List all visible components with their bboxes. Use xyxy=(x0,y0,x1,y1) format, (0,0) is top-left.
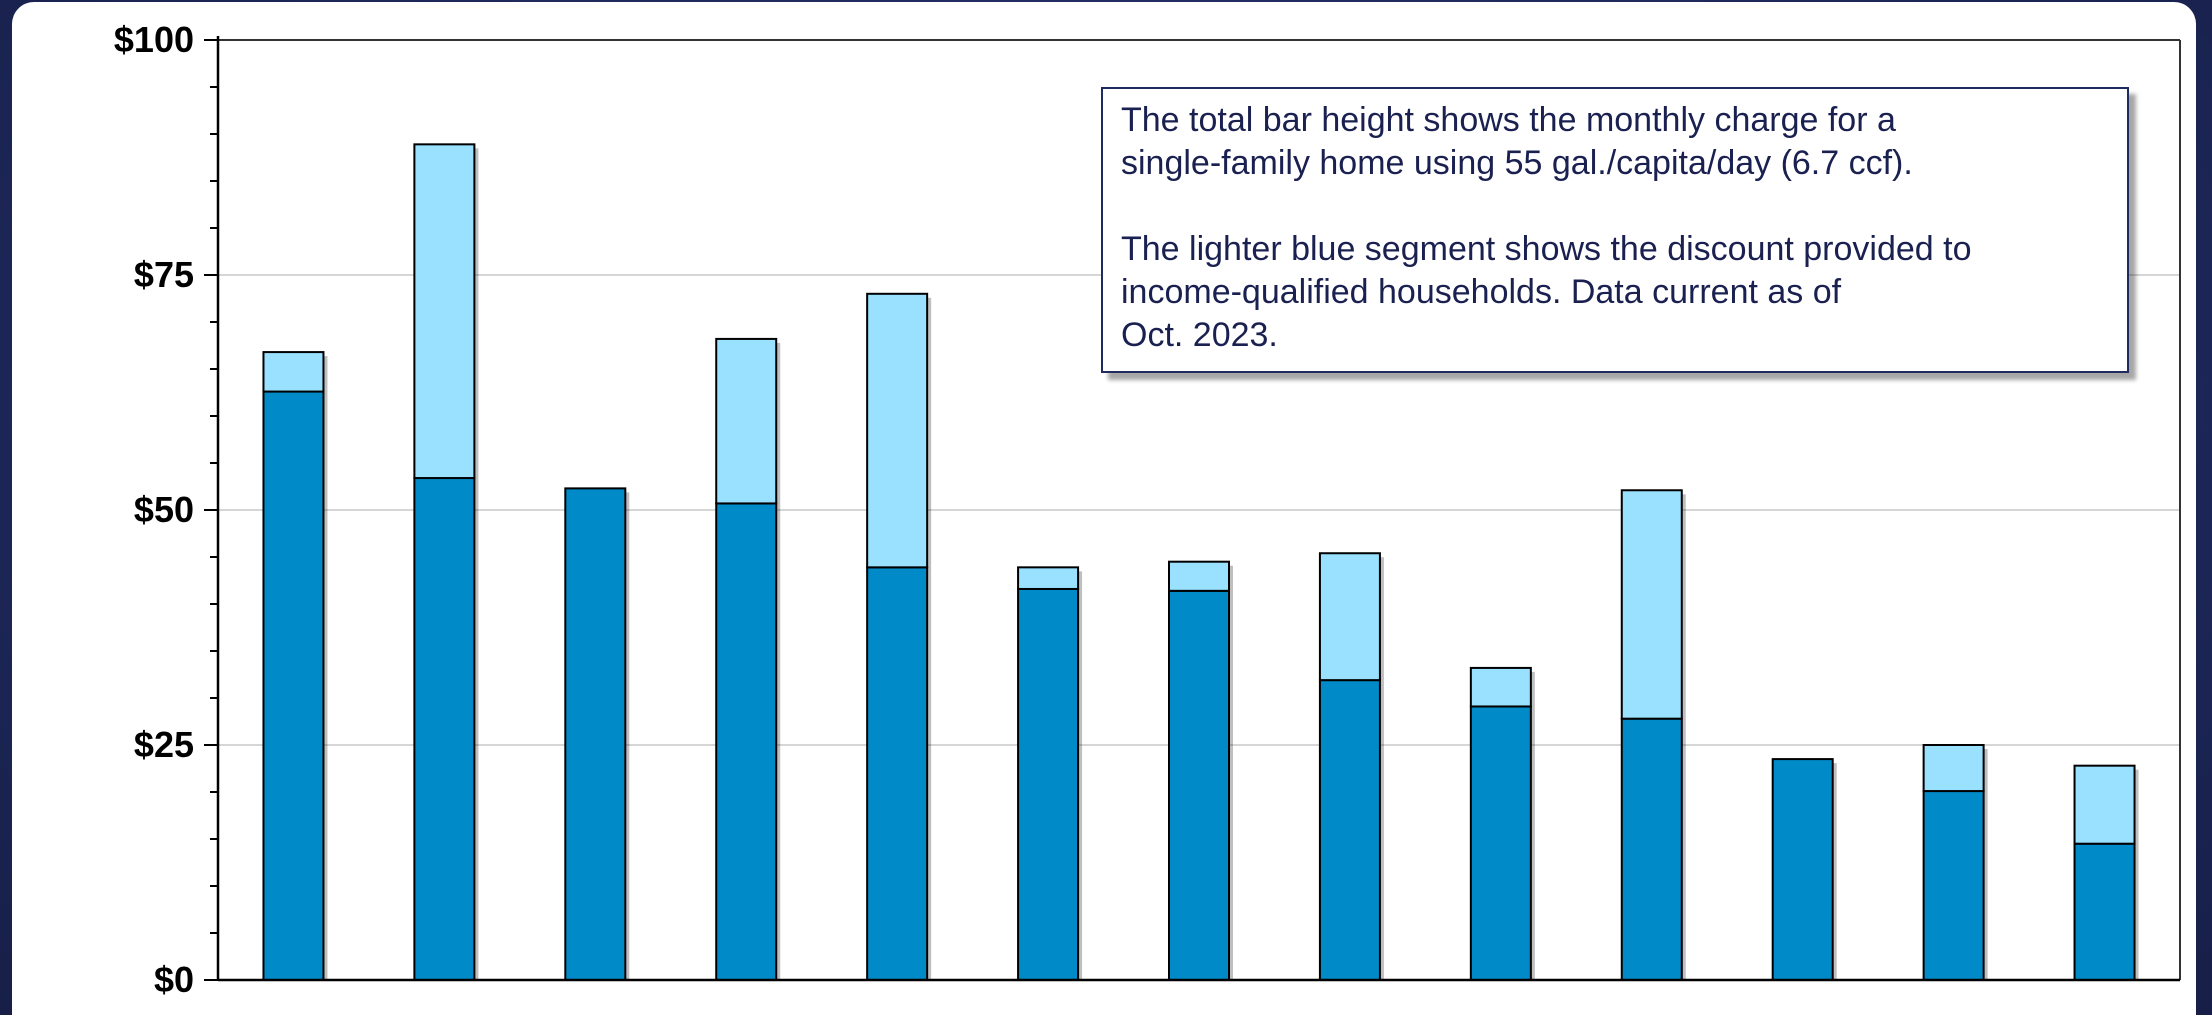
bar-base-segment xyxy=(262,390,325,981)
y-tick-label: $0 xyxy=(154,959,194,1000)
bar-discount-segment xyxy=(1620,489,1683,720)
bars xyxy=(262,143,2139,982)
y-tick-label: $50 xyxy=(134,489,194,530)
bar-discount-segment xyxy=(1318,552,1381,682)
annotation-box: The total bar height shows the monthly c… xyxy=(1101,87,2129,373)
axes xyxy=(204,36,2181,982)
bar-base-segment xyxy=(1469,705,1532,982)
bar-base-segment xyxy=(1168,589,1230,982)
bar-base-segment xyxy=(1017,587,1080,982)
bar-base-segment xyxy=(1620,717,1683,981)
annotation-paragraph-1: The total bar height shows the monthly c… xyxy=(1121,101,1913,182)
y-tick-label: $25 xyxy=(134,724,194,765)
bar-chart: $0 $25 $50 $75 $100 xyxy=(114,19,2181,1000)
bar-base-segment xyxy=(1922,790,1985,981)
chart-panel: $0 $25 $50 $75 $100 The total bar height sho… xyxy=(12,2,2196,1015)
bar-base-segment xyxy=(866,566,929,982)
y-tick-label: $100 xyxy=(114,19,194,60)
bar-base-segment xyxy=(413,477,476,981)
bar-discount-segment xyxy=(1168,560,1230,592)
bar-discount-segment xyxy=(866,292,929,569)
y-tick-labels: $0 $25 $50 $75 $100 xyxy=(114,19,194,1000)
annotation-paragraph-2: The lighter blue segment shows the disco… xyxy=(1121,230,1972,354)
bar-discount-segment xyxy=(413,143,476,480)
bar-discount-segment xyxy=(1469,666,1532,708)
bar-discount-segment xyxy=(1017,566,1080,590)
bar-discount-segment xyxy=(1922,744,1985,793)
bar-base-segment xyxy=(1318,679,1381,981)
bar-base-segment xyxy=(2073,842,2136,982)
bar-base-segment xyxy=(1771,758,1834,981)
bar-discount-segment xyxy=(715,337,778,505)
bar-discount-segment xyxy=(2073,764,2136,845)
bar-base-segment xyxy=(564,487,627,981)
bar-discount-segment xyxy=(262,351,325,393)
bar-base-segment xyxy=(715,502,778,981)
y-tick-label: $75 xyxy=(134,254,194,295)
